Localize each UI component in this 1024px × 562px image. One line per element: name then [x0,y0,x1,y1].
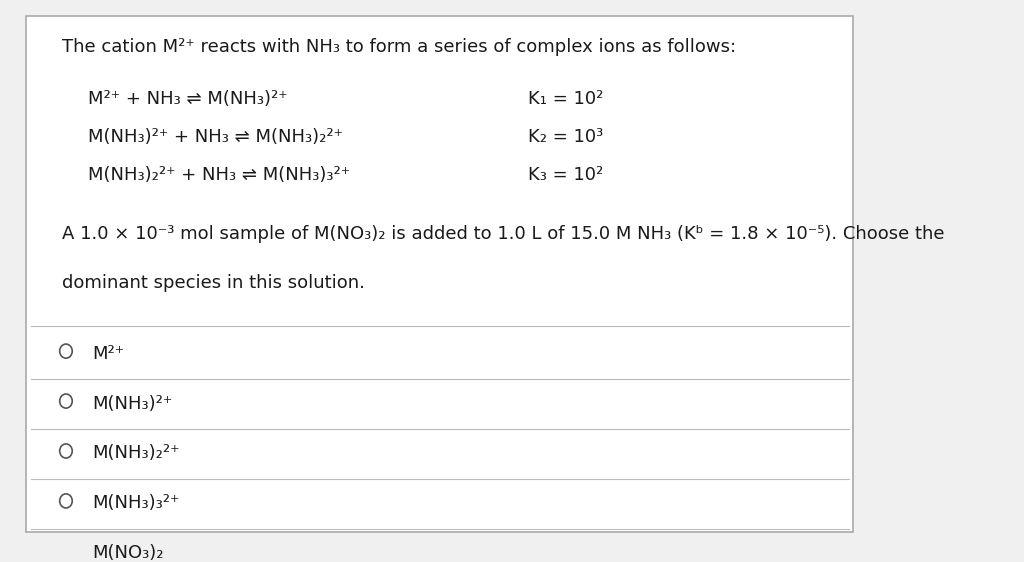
Text: K₂ = 10³: K₂ = 10³ [527,128,603,146]
Text: M(NH₃)²⁺: M(NH₃)²⁺ [92,395,173,413]
Text: M(NH₃)₂²⁺: M(NH₃)₂²⁺ [92,445,180,463]
Text: M(NH₃)₃²⁺: M(NH₃)₃²⁺ [92,495,180,513]
Text: dominant species in this solution.: dominant species in this solution. [61,274,365,292]
Text: A 1.0 × 10⁻³ mol sample of M(NO₃)₂ is added to 1.0 L of 15.0 Μ NH₃ (Kᵇ = 1.8 × 1: A 1.0 × 10⁻³ mol sample of M(NO₃)₂ is ad… [61,225,944,243]
Text: M(NH₃)₂²⁺ + NH₃ ⇌ M(NH₃)₃²⁺: M(NH₃)₂²⁺ + NH₃ ⇌ M(NH₃)₃²⁺ [88,166,350,184]
Text: The cation M²⁺ reacts with NH₃ to form a series of complex ions as follows:: The cation M²⁺ reacts with NH₃ to form a… [61,38,735,56]
Text: K₃ = 10²: K₃ = 10² [527,166,603,184]
Text: M(NH₃)²⁺ + NH₃ ⇌ M(NH₃)₂²⁺: M(NH₃)²⁺ + NH₃ ⇌ M(NH₃)₂²⁺ [88,128,343,146]
Text: M(NO₃)₂: M(NO₃)₂ [92,545,164,562]
Text: K₁ = 10²: K₁ = 10² [527,89,603,107]
Text: M²⁺ + NH₃ ⇌ M(NH₃)²⁺: M²⁺ + NH₃ ⇌ M(NH₃)²⁺ [88,89,288,107]
Text: M²⁺: M²⁺ [92,345,125,362]
FancyBboxPatch shape [27,16,853,532]
